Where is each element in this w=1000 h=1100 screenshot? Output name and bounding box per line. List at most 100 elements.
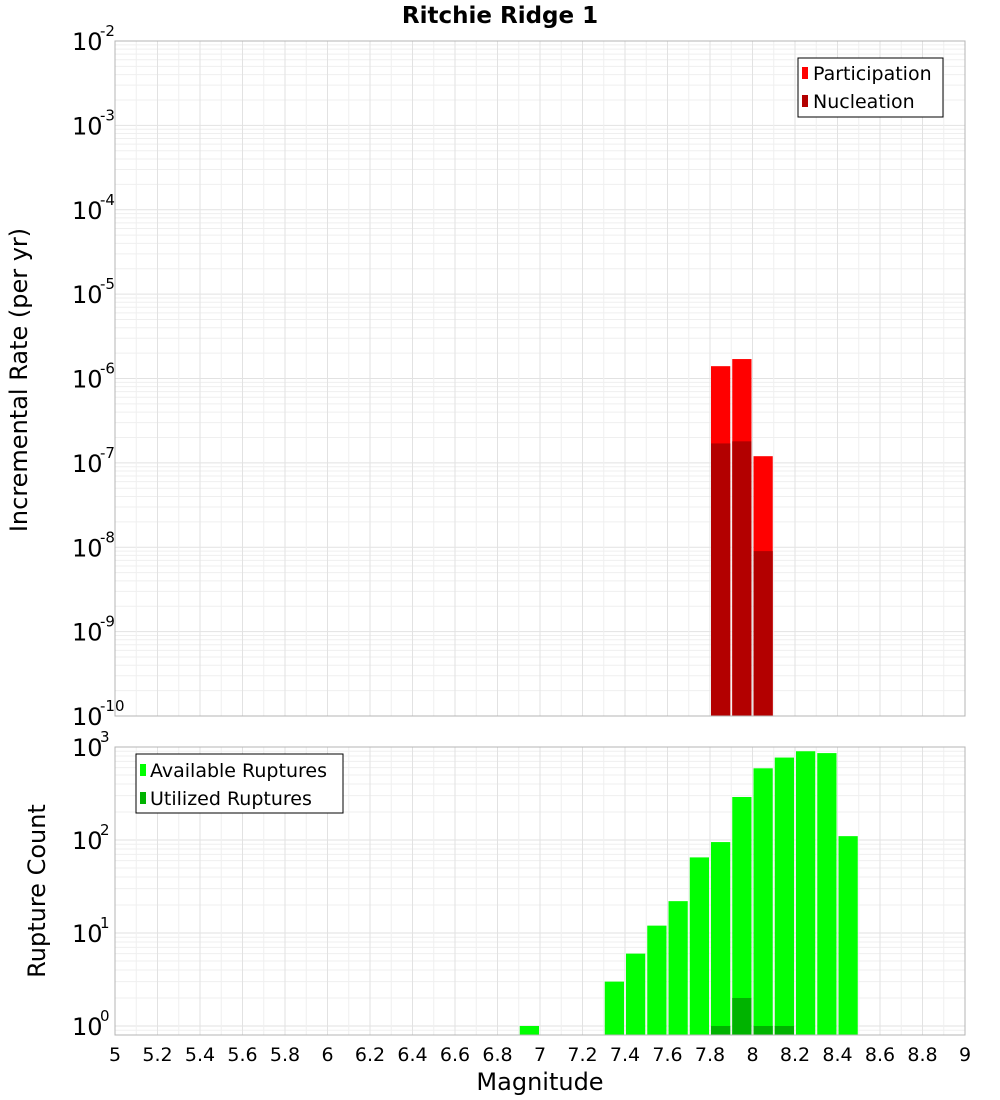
x-tick-label: 8.4 [822,1044,852,1066]
y-tick-label: 103 [72,728,110,762]
available-bar [689,857,709,1035]
y-tick-label: 10-6 [72,360,115,394]
available-bar [796,751,816,1035]
svg-text:-8: -8 [100,528,115,546]
y-tick-label: 10-5 [72,275,115,309]
svg-text:-6: -6 [100,360,115,378]
svg-text:10: 10 [72,734,103,762]
chart-title: Ritchie Ridge 1 [402,3,598,29]
svg-text:10: 10 [72,1013,103,1041]
x-tick-label: 5.2 [142,1044,172,1066]
svg-text:10: 10 [72,197,103,225]
available-bar [817,753,837,1035]
y-tick-label: 100 [72,1007,110,1041]
available-bar [519,1025,539,1035]
svg-text:-7: -7 [100,444,115,462]
svg-text:10: 10 [72,112,103,140]
rate-plot-frame [114,40,966,717]
available-bar [647,925,667,1035]
y-tick-label: 10-2 [72,22,115,56]
available-bar [626,953,646,1035]
count-legend-box [135,753,344,814]
svg-text:10: 10 [72,534,103,562]
svg-text:-4: -4 [100,191,115,209]
svg-text:-10: -10 [100,697,125,715]
available-bar [604,981,624,1035]
x-tick-label: 5.8 [270,1044,300,1066]
nucleation-bar [732,441,752,716]
svg-text:10: 10 [72,827,103,855]
available-bar [753,768,773,1035]
utilized-legend-swatch [140,792,146,804]
available-bar [732,796,752,1035]
nucleation-bar [711,443,731,716]
participation-legend-swatch [802,67,808,79]
rate-bars [711,359,773,716]
x-axis-label: Magnitude [476,1068,603,1096]
utilized-bar [753,1025,773,1035]
nucleation-bar [753,551,773,716]
svg-text:3: 3 [100,728,110,746]
y-tick-label: 10-10 [72,697,125,731]
x-tick-label: 7.4 [610,1044,640,1066]
svg-text:10: 10 [72,28,103,56]
y-tick-label: 10-3 [72,106,115,140]
x-tick-label: 6 [321,1044,333,1066]
svg-text:10: 10 [72,619,103,647]
available-bar [711,842,731,1035]
rate-legend-box [797,57,944,118]
x-tick-labels: 5 5.2 5.4 5.6 5.8 6 6.2 6.4 6.6 6.8 7 7.2 7.4 7.6 7.8 8… [109,1044,971,1066]
svg-text:-3: -3 [100,106,115,124]
svg-text:10: 10 [72,920,103,948]
utilized-legend-label: Utilized Ruptures [150,788,312,810]
x-tick-label: 7.2 [567,1044,597,1066]
svg-text:1: 1 [100,914,110,932]
rate-y-axis-label: Incremental Rate (per yr) [5,228,33,532]
utilized-bar [711,1025,731,1035]
svg-text:-5: -5 [100,275,115,293]
available-bar [838,836,858,1035]
x-tick-label: 6.8 [482,1044,512,1066]
x-tick-label: 6.4 [397,1044,427,1066]
x-tick-label: 5 [109,1044,121,1066]
x-tick-label: 8.2 [780,1044,810,1066]
x-tick-label: 6.2 [355,1044,385,1066]
count-legend: Available Ruptures Utilized Ruptures [135,753,344,814]
x-tick-label: 7.6 [652,1044,682,1066]
nucleation-legend-swatch [802,95,808,107]
svg-text:10: 10 [72,281,103,309]
count-bars [519,751,858,1035]
x-tick-label: 6.6 [440,1044,470,1066]
available-bar [668,901,688,1035]
svg-text:10: 10 [72,703,103,731]
participation-legend-label: Participation [813,63,932,85]
y-tick-label: 10-4 [72,191,115,225]
x-tick-label: 8 [746,1044,758,1066]
available-bar [774,757,794,1035]
svg-text:10: 10 [72,450,103,478]
x-tick-label: 7.8 [695,1044,725,1066]
svg-text:2: 2 [100,821,110,839]
available-legend-label: Available Ruptures [150,760,327,782]
utilized-bar [774,1025,794,1035]
y-tick-label: 10-7 [72,444,115,478]
count-plot-frame [114,746,966,1036]
y-tick-label: 102 [72,821,110,855]
rate-grid [114,40,966,717]
available-legend-swatch [140,764,146,776]
rate-legend: Participation Nucleation [797,57,944,118]
svg-text:-2: -2 [100,22,115,40]
utilized-bar [732,997,752,1035]
x-tick-label: 8.6 [865,1044,895,1066]
count-y-axis-label: Rupture Count [23,804,51,978]
x-tick-label: 7 [534,1044,546,1066]
y-tick-label: 10-8 [72,528,115,562]
y-tick-label: 101 [72,914,110,948]
y-tick-label: 10-9 [72,613,115,647]
svg-text:-9: -9 [100,613,115,631]
